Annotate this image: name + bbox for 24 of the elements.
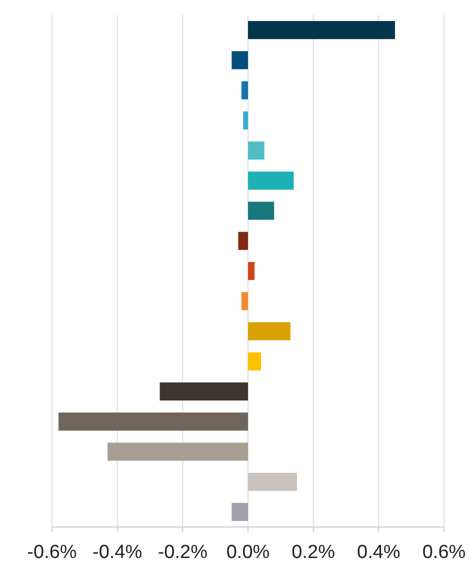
bar — [248, 21, 395, 40]
x-tick-label: -0.4% — [92, 542, 142, 561]
x-tick-label: 0.4% — [357, 542, 400, 561]
bar — [238, 232, 248, 250]
bar — [248, 472, 297, 491]
x-tick-label: 0.0% — [226, 542, 270, 561]
bar — [241, 292, 248, 310]
bar — [248, 352, 262, 370]
bar — [241, 81, 248, 100]
x-tick-label: -0.6% — [27, 542, 77, 561]
bar — [160, 382, 248, 401]
bar — [248, 141, 264, 160]
bar — [248, 172, 294, 190]
x-tick-label: 0.6% — [422, 542, 466, 561]
bar — [58, 412, 248, 431]
x-tick-label: 0.2% — [292, 542, 336, 561]
bar — [232, 502, 248, 521]
x-tick-label: -0.2% — [158, 542, 208, 561]
bar — [248, 322, 290, 340]
bar — [108, 442, 248, 461]
bar — [248, 262, 255, 280]
bar — [243, 111, 248, 130]
bar — [248, 202, 274, 220]
bar — [232, 51, 248, 70]
